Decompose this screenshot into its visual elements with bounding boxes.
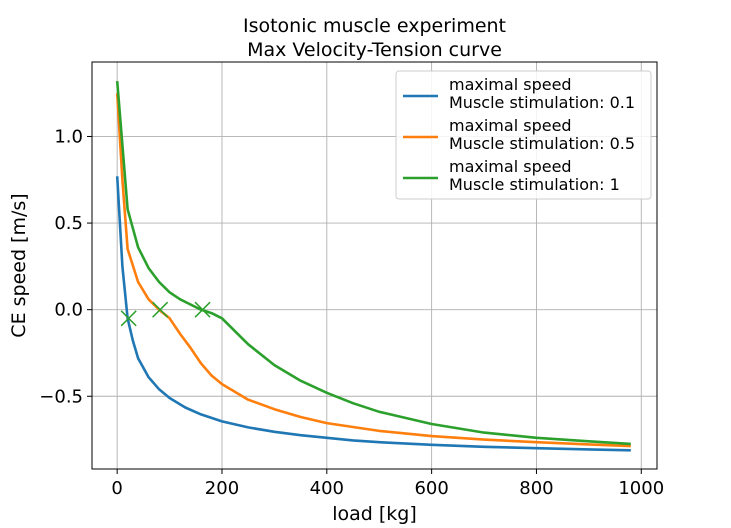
x-tick-label: 800 — [519, 478, 553, 499]
x-tick-label: 400 — [310, 478, 344, 499]
series-lines — [115, 80, 631, 452]
legend-label-1-line-1: maximal speed — [449, 75, 572, 94]
legend-label-2-line-1: maximal speed — [449, 116, 572, 135]
x-tick-label: 600 — [414, 478, 448, 499]
chart-title-line-2: Max Velocity-Tension curve — [247, 39, 502, 61]
y-tick-label: 0.0 — [54, 300, 83, 321]
x-tick-label: 200 — [205, 478, 239, 499]
legend-box — [395, 70, 652, 200]
x-tick-labels: 0 200 400 600 800 1000 — [111, 478, 664, 499]
plot-frame — [91, 61, 658, 470]
legend-label-1-line-2: Muscle stimulation: 0.1 — [449, 93, 635, 112]
x-axis-label: load [kg] — [332, 503, 417, 525]
y-tick-label: −0.5 — [39, 386, 83, 407]
legend-label-3-line-1: maximal speed — [449, 157, 572, 176]
series-line-1 — [115, 176, 631, 452]
x-marker-2 — [152, 301, 169, 318]
crossing-markers — [120, 301, 211, 327]
series-line-2 — [115, 93, 631, 448]
x-tick-label: 1000 — [618, 478, 664, 499]
y-tick-label: 1.0 — [54, 126, 83, 147]
axis-ticks — [87, 135, 642, 474]
y-axis-label: CE speed [m/s] — [8, 193, 30, 337]
y-tick-label: 0.5 — [54, 213, 83, 234]
x-marker-3 — [194, 301, 211, 318]
x-marker-1 — [120, 310, 137, 327]
chart-title-line-1: Isotonic muscle experiment — [243, 15, 506, 37]
x-tick-label: 0 — [111, 478, 122, 499]
series-line-3 — [115, 80, 631, 446]
legend-label-3-line-2: Muscle stimulation: 1 — [449, 175, 620, 194]
y-tick-labels: −0.5 0.0 0.5 1.0 — [39, 126, 83, 407]
legend-label-2-line-2: Muscle stimulation: 0.5 — [449, 134, 635, 153]
